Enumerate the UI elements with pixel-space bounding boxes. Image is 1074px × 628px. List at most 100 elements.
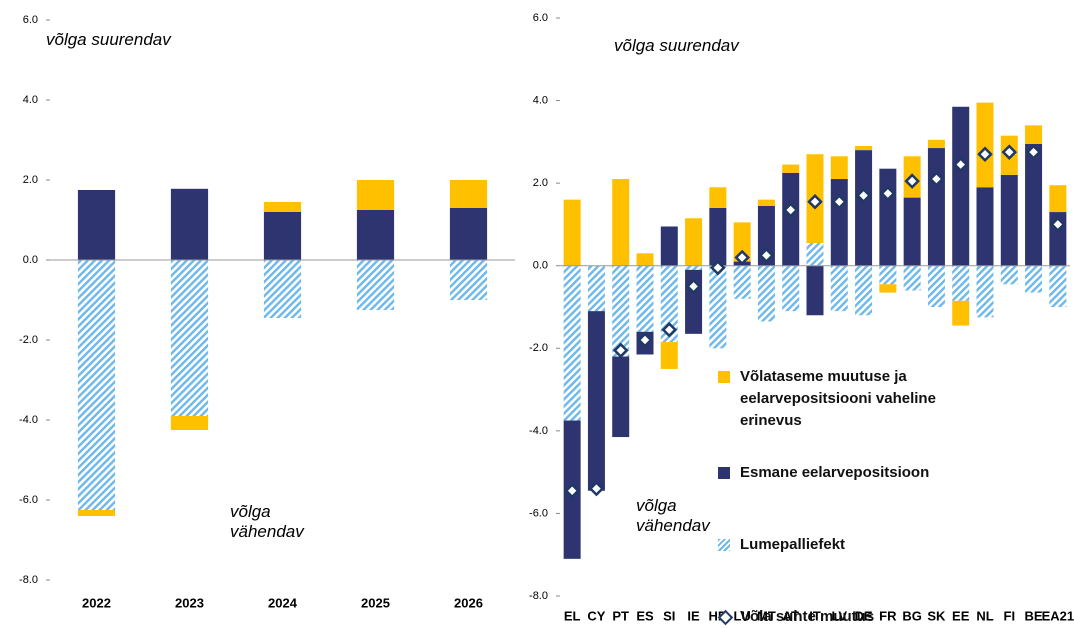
bar <box>1025 143 1043 266</box>
bar <box>263 202 302 212</box>
bar <box>952 265 970 301</box>
legend-entry: Võla suhte muutus <box>717 606 958 628</box>
marker <box>758 247 775 264</box>
bar <box>879 265 897 285</box>
x-tick-label: BE <box>1025 608 1043 623</box>
legend-swatch <box>718 539 730 551</box>
y-tick-label: -2.0 <box>19 334 38 346</box>
bar <box>356 210 395 260</box>
bar <box>263 260 302 318</box>
y-tick-label: -2.0 <box>529 342 548 354</box>
marker <box>782 202 799 218</box>
bar <box>263 212 302 260</box>
bar <box>449 180 488 208</box>
marker <box>855 187 872 204</box>
bar <box>563 265 581 421</box>
x-tick-label: NL <box>976 608 993 623</box>
legend-entry: Lumepalliefekt <box>718 534 958 556</box>
x-tick-label: ES <box>636 608 654 623</box>
marker <box>710 260 726 276</box>
bar <box>77 510 116 516</box>
legend: Võlataseme muutuse ja eelarvepositsiooni… <box>717 366 958 628</box>
x-tick-label: 2024 <box>268 595 298 610</box>
bar <box>709 207 727 266</box>
x-tick-label: 2026 <box>454 595 483 610</box>
y-tick-label: 0.0 <box>23 254 38 266</box>
legend-label: Esmane eelarvepositsioon <box>740 464 930 481</box>
bar <box>976 187 994 266</box>
annotation: võlga vähendav <box>230 502 304 541</box>
bar <box>660 226 678 266</box>
bar <box>356 180 395 210</box>
x-tick-label: FR <box>879 608 897 623</box>
bar <box>170 416 209 430</box>
bar <box>1049 265 1067 307</box>
y-tick-label: 6.0 <box>533 12 548 24</box>
legend-swatch <box>718 467 730 479</box>
bar <box>952 106 970 266</box>
marker <box>612 342 629 359</box>
bar <box>170 260 209 416</box>
bar <box>903 197 921 266</box>
x-tick-label: 2022 <box>82 595 111 610</box>
marker <box>661 321 678 338</box>
legend-label: Võla suhte muutus <box>740 608 875 625</box>
bar <box>1000 265 1018 285</box>
bar <box>1025 265 1043 293</box>
bar <box>733 265 751 299</box>
bar <box>976 265 994 318</box>
x-tick-label: MT <box>757 608 776 623</box>
annotation: võlga vähendav <box>636 496 710 535</box>
bar <box>927 265 945 307</box>
marker <box>1025 144 1042 160</box>
y-tick-label: 2.0 <box>23 174 38 186</box>
y-tick-label: -4.0 <box>529 425 548 437</box>
legend-swatch <box>717 609 734 626</box>
bar <box>612 179 630 266</box>
y-tick-label: -4.0 <box>19 414 38 426</box>
bar <box>976 102 994 188</box>
marker <box>734 249 750 266</box>
bar <box>449 208 488 260</box>
bar <box>855 150 873 266</box>
marker <box>1001 144 1018 160</box>
marker <box>588 480 605 497</box>
bar <box>757 205 775 266</box>
bar <box>356 260 395 310</box>
bar <box>855 265 873 316</box>
bar <box>830 156 848 180</box>
bar <box>830 179 848 266</box>
bar <box>612 356 630 438</box>
marker <box>904 173 920 189</box>
bar <box>660 342 678 369</box>
y-tick-label: -6.0 <box>529 507 548 519</box>
bar <box>830 265 848 312</box>
marker <box>637 332 653 348</box>
bar <box>927 148 945 266</box>
bar <box>879 284 897 293</box>
bar <box>879 168 897 266</box>
y-tick-label: 0.0 <box>533 260 548 272</box>
bar <box>806 265 824 316</box>
bar <box>587 265 605 312</box>
x-tick-label: SI <box>663 608 675 623</box>
x-tick-label: FI <box>1004 608 1016 623</box>
x-tick-label: CY <box>587 608 605 623</box>
bar <box>855 145 873 151</box>
bar <box>563 199 581 266</box>
x-tick-label: EL <box>564 608 581 623</box>
bar <box>952 300 970 326</box>
x-tick-label: SK <box>927 608 946 623</box>
marker <box>977 146 993 163</box>
bar <box>660 265 678 343</box>
bar <box>927 139 945 149</box>
bar <box>449 260 488 300</box>
annotation: võlga suurendav <box>614 36 739 55</box>
bar <box>587 311 605 491</box>
bar <box>757 199 775 206</box>
marker <box>831 193 848 210</box>
x-tick-label: IT <box>809 608 821 623</box>
legend-entry: Esmane eelarvepositsioon <box>718 462 958 484</box>
